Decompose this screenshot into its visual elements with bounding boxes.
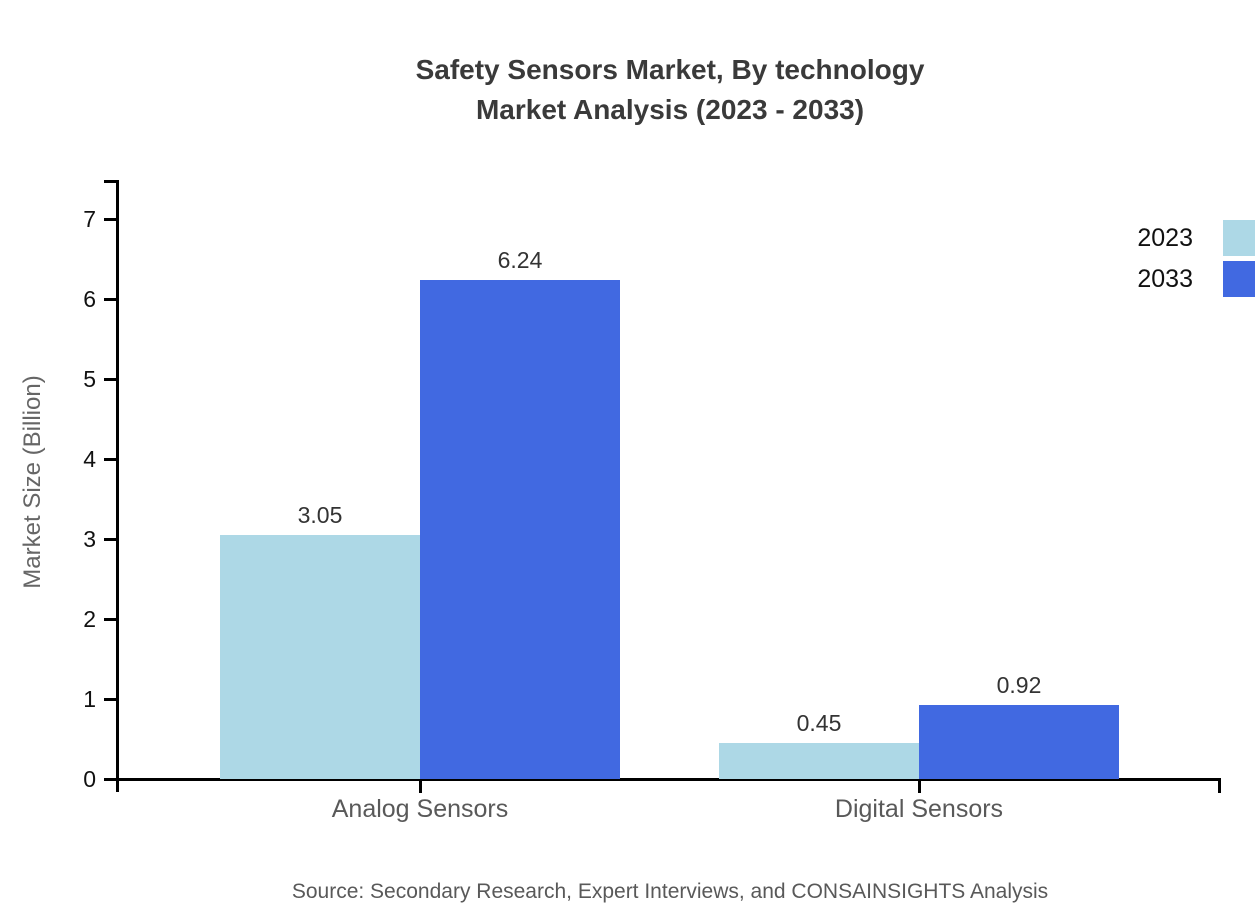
chart-title-line-2: Market Analysis (2023 - 2033) (475, 94, 865, 125)
y-tick-5 (104, 378, 117, 381)
bar-2033-digital-sensors (919, 705, 1119, 779)
y-tick-3 (104, 538, 117, 541)
bar-2033-analog-sensors (420, 280, 620, 779)
legend-swatch-2033 (1223, 261, 1255, 297)
y-tick-7 (104, 218, 117, 221)
value-label-2023-digital-sensors: 0.45 (796, 710, 842, 736)
value-label-2023-analog-sensors: 3.05 (297, 502, 343, 528)
x-tick-digital-sensors (918, 780, 921, 793)
y-tick-6 (104, 298, 117, 301)
x-tick-analog-sensors (419, 780, 422, 793)
y-tick-label-6: 6 (83, 286, 96, 312)
legend-label-2023: 2023 (1137, 224, 1193, 252)
y-tick-label-2: 2 (83, 606, 96, 632)
y-axis-line (116, 180, 119, 792)
bar-2023-analog-sensors (220, 535, 420, 779)
y-axis-title: Market Size (Billion) (19, 375, 46, 589)
y-tick-label-0: 0 (83, 766, 96, 792)
y-tick-label-7: 7 (83, 206, 96, 232)
value-label-2033-analog-sensors: 6.24 (497, 247, 543, 273)
y-tick-label-5: 5 (83, 366, 96, 392)
y-tick-1 (104, 698, 117, 701)
y-tick-label-1: 1 (83, 686, 96, 712)
legend-swatch-2023 (1223, 220, 1255, 256)
y-tick-4 (104, 458, 117, 461)
category-label-digital-sensors: Digital Sensors (834, 795, 1004, 823)
chart-title: Safety Sensors Market, By technology Mar… (115, 50, 1225, 130)
x-axis-right-cap-tick (1218, 778, 1221, 793)
source-note: Source: Secondary Research, Expert Inter… (291, 880, 1049, 903)
category-label-analog-sensors: Analog Sensors (331, 795, 509, 823)
y-tick-2 (104, 618, 117, 621)
bar-2023-digital-sensors (719, 743, 919, 779)
y-axis-top-cap-tick (104, 180, 117, 183)
legend-label-2033: 2033 (1137, 265, 1193, 293)
y-tick-label-3: 3 (83, 526, 96, 552)
chart-title-line-1: Safety Sensors Market, By technology (415, 54, 925, 85)
y-tick-label-4: 4 (83, 446, 96, 472)
x-axis-line (104, 778, 1220, 781)
value-label-2033-digital-sensors: 0.92 (996, 672, 1042, 698)
